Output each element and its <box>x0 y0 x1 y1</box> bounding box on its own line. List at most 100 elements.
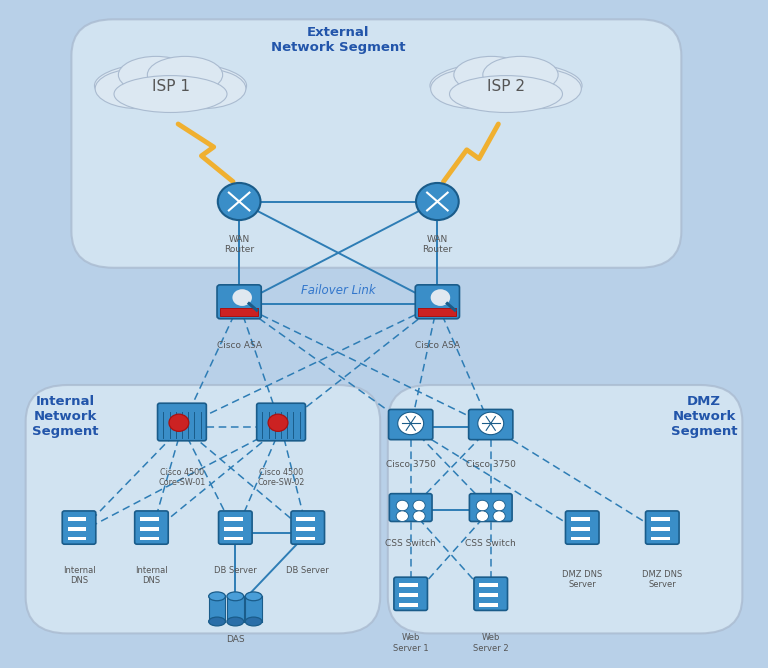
Bar <box>479 593 498 597</box>
Bar <box>296 526 315 530</box>
FancyBboxPatch shape <box>291 511 325 544</box>
Ellipse shape <box>245 617 262 626</box>
FancyBboxPatch shape <box>469 494 512 522</box>
Bar <box>479 583 498 587</box>
FancyBboxPatch shape <box>565 511 599 544</box>
Text: External
Network Segment: External Network Segment <box>271 26 406 54</box>
FancyBboxPatch shape <box>394 577 428 611</box>
Circle shape <box>476 511 488 522</box>
FancyBboxPatch shape <box>157 403 207 441</box>
Circle shape <box>413 511 425 522</box>
Bar <box>399 603 418 607</box>
Bar <box>140 526 159 530</box>
Bar <box>68 516 87 520</box>
FancyBboxPatch shape <box>25 385 380 633</box>
Bar <box>399 583 418 587</box>
Text: Internal
DNS: Internal DNS <box>63 566 95 585</box>
Bar <box>68 536 87 540</box>
Bar <box>399 593 418 597</box>
Circle shape <box>493 500 505 511</box>
Circle shape <box>169 414 189 432</box>
Circle shape <box>476 500 488 511</box>
Ellipse shape <box>495 69 581 109</box>
Text: DMZ DNS
Server: DMZ DNS Server <box>642 570 683 589</box>
Ellipse shape <box>159 69 246 109</box>
Bar <box>68 526 87 530</box>
Text: Cisco ASA: Cisco ASA <box>217 341 262 349</box>
Ellipse shape <box>245 592 262 601</box>
Bar <box>209 597 226 621</box>
Text: DAS: DAS <box>226 635 245 645</box>
Text: Internal
Network
Segment: Internal Network Segment <box>32 395 98 438</box>
FancyBboxPatch shape <box>257 403 306 441</box>
Bar <box>245 597 262 621</box>
Bar <box>296 536 315 540</box>
Ellipse shape <box>118 56 194 94</box>
Ellipse shape <box>114 75 227 112</box>
Text: WAN
Router: WAN Router <box>224 234 254 254</box>
Ellipse shape <box>227 592 243 601</box>
Ellipse shape <box>209 617 226 626</box>
Circle shape <box>493 511 505 522</box>
FancyBboxPatch shape <box>134 511 168 544</box>
Ellipse shape <box>449 75 562 112</box>
Text: ISP 2: ISP 2 <box>487 79 525 94</box>
Circle shape <box>396 500 409 511</box>
Bar <box>571 536 590 540</box>
FancyBboxPatch shape <box>217 285 261 319</box>
Bar <box>224 536 243 540</box>
Bar <box>650 536 670 540</box>
FancyBboxPatch shape <box>389 494 432 522</box>
Text: Cisco 4500
Core-SW-01: Cisco 4500 Core-SW-01 <box>158 468 206 487</box>
FancyBboxPatch shape <box>415 285 459 319</box>
Bar <box>140 536 159 540</box>
Text: DMZ DNS
Server: DMZ DNS Server <box>562 570 602 589</box>
Text: Cisco 3750: Cisco 3750 <box>466 460 515 469</box>
Circle shape <box>268 414 288 432</box>
Circle shape <box>413 500 425 511</box>
Circle shape <box>231 289 253 307</box>
Circle shape <box>396 511 409 522</box>
Bar <box>650 526 670 530</box>
Text: Cisco 4500
Core-SW-02: Cisco 4500 Core-SW-02 <box>257 468 305 487</box>
FancyBboxPatch shape <box>62 511 96 544</box>
Ellipse shape <box>147 56 223 94</box>
Ellipse shape <box>94 61 247 110</box>
Bar <box>571 526 590 530</box>
Bar <box>140 516 159 520</box>
Circle shape <box>478 412 504 435</box>
Text: Web
Server 2: Web Server 2 <box>473 633 508 653</box>
FancyBboxPatch shape <box>468 409 513 440</box>
FancyBboxPatch shape <box>388 385 743 633</box>
Ellipse shape <box>483 56 558 94</box>
Circle shape <box>430 289 451 307</box>
FancyBboxPatch shape <box>474 577 508 611</box>
Text: Cisco ASA: Cisco ASA <box>415 341 460 349</box>
FancyBboxPatch shape <box>389 409 433 440</box>
Text: WAN
Router: WAN Router <box>422 234 452 254</box>
Bar <box>224 516 243 520</box>
Bar <box>650 516 670 520</box>
Bar <box>479 603 498 607</box>
Ellipse shape <box>431 69 518 109</box>
Text: Cisco 3750: Cisco 3750 <box>386 460 435 469</box>
Text: DMZ
Network
Segment: DMZ Network Segment <box>671 395 737 438</box>
Bar <box>224 526 243 530</box>
Bar <box>220 308 258 316</box>
FancyBboxPatch shape <box>646 511 679 544</box>
Text: DB Server: DB Server <box>286 566 329 575</box>
FancyBboxPatch shape <box>71 19 681 268</box>
Text: CSS Switch: CSS Switch <box>465 539 516 548</box>
Ellipse shape <box>209 592 226 601</box>
Text: Web
Server 1: Web Server 1 <box>393 633 429 653</box>
FancyBboxPatch shape <box>219 511 252 544</box>
Ellipse shape <box>95 69 182 109</box>
Bar <box>227 597 243 621</box>
Text: Failover Link: Failover Link <box>301 285 376 297</box>
Text: DB Server: DB Server <box>214 566 257 575</box>
Circle shape <box>218 183 260 220</box>
Text: ISP 1: ISP 1 <box>151 79 190 94</box>
Bar <box>419 308 456 316</box>
Bar <box>296 516 315 520</box>
Circle shape <box>416 183 458 220</box>
